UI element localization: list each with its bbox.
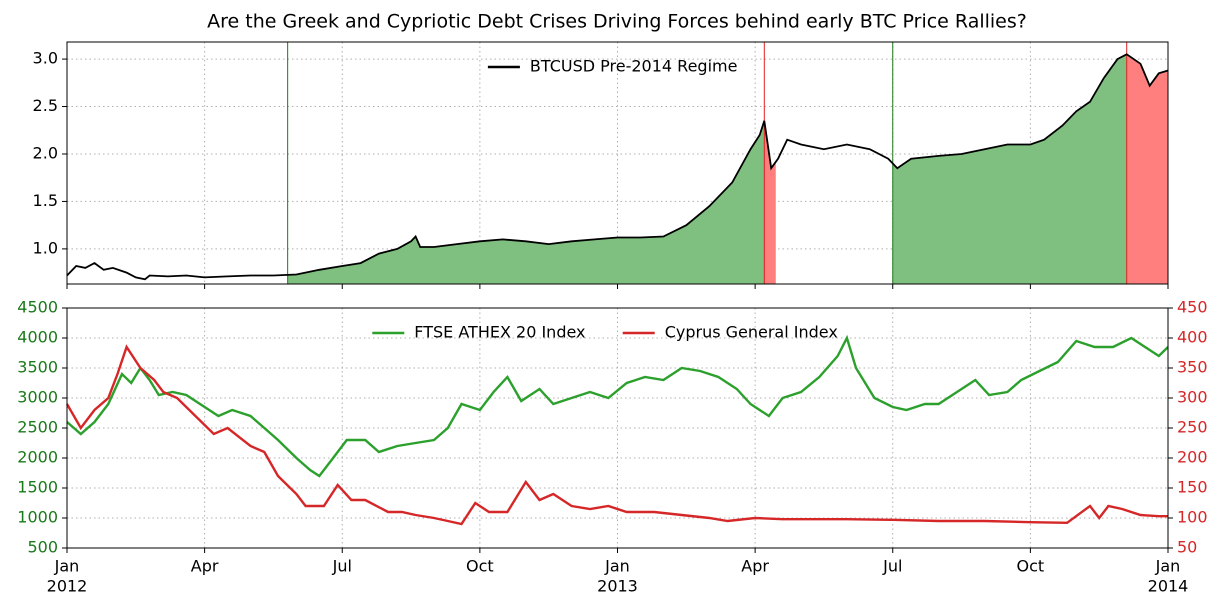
region-fill (287, 120, 765, 284)
y2-tick-label: 50 (1177, 538, 1197, 557)
y2-tick-label: 200 (1177, 448, 1208, 467)
y-tick-label: 1.5 (33, 191, 58, 210)
y-tick-label: 1500 (17, 478, 58, 497)
region-fill (764, 120, 776, 284)
legend-label: FTSE ATHEX 20 Index (414, 323, 585, 342)
region-fill (892, 54, 1127, 285)
x-tick-year: 2012 (47, 577, 88, 596)
x-tick-year: 2014 (1148, 577, 1189, 596)
x-tick-label: Jan (604, 557, 630, 576)
y2-tick-label: 300 (1177, 388, 1208, 407)
y-tick-label: 4500 (17, 298, 58, 317)
plot-frame (66, 307, 1169, 549)
y-tick-label: 3000 (17, 388, 58, 407)
y2-tick-label: 400 (1177, 328, 1208, 347)
y-tick-label: 2.5 (33, 96, 58, 115)
x-tick-year: 2013 (597, 577, 638, 596)
x-tick-label: Apr (741, 557, 769, 576)
x-tick-label: Jan (1155, 557, 1181, 576)
y-tick-label: 3.0 (33, 49, 58, 68)
series-line (66, 334, 1169, 478)
y2-tick-label: 250 (1177, 418, 1208, 437)
y-tick-label: 1000 (17, 508, 58, 527)
y-tick-label: 500 (27, 538, 58, 557)
y-tick-label: 1.0 (33, 238, 58, 257)
x-tick-label: Oct (466, 557, 494, 576)
region-fill (1126, 54, 1168, 285)
y-tick-label: 2500 (17, 418, 58, 437)
y2-tick-label: 450 (1177, 298, 1208, 317)
series-line (66, 53, 1169, 281)
chart-title: Are the Greek and Cypriotic Debt Crises … (207, 11, 1027, 33)
legend-label: Cyprus General Index (665, 323, 838, 342)
x-tick-label: Jul (332, 557, 352, 576)
y2-tick-label: 350 (1177, 358, 1208, 377)
x-tick-label: Jan (54, 557, 80, 576)
y-tick-label: 3500 (17, 358, 58, 377)
y-tick-label: 2.0 (33, 143, 58, 162)
y-tick-label: 4000 (17, 328, 58, 347)
x-tick-label: Apr (191, 557, 219, 576)
x-tick-label: Jul (882, 557, 902, 576)
legend-label: BTCUSD Pre-2014 Regime (530, 57, 738, 76)
y-tick-label: 2000 (17, 448, 58, 467)
y2-tick-label: 100 (1177, 508, 1208, 527)
plot-frame (66, 41, 1169, 285)
series-line (65, 344, 1168, 526)
x-tick-label: Oct (1017, 557, 1045, 576)
y2-tick-label: 150 (1177, 478, 1208, 497)
